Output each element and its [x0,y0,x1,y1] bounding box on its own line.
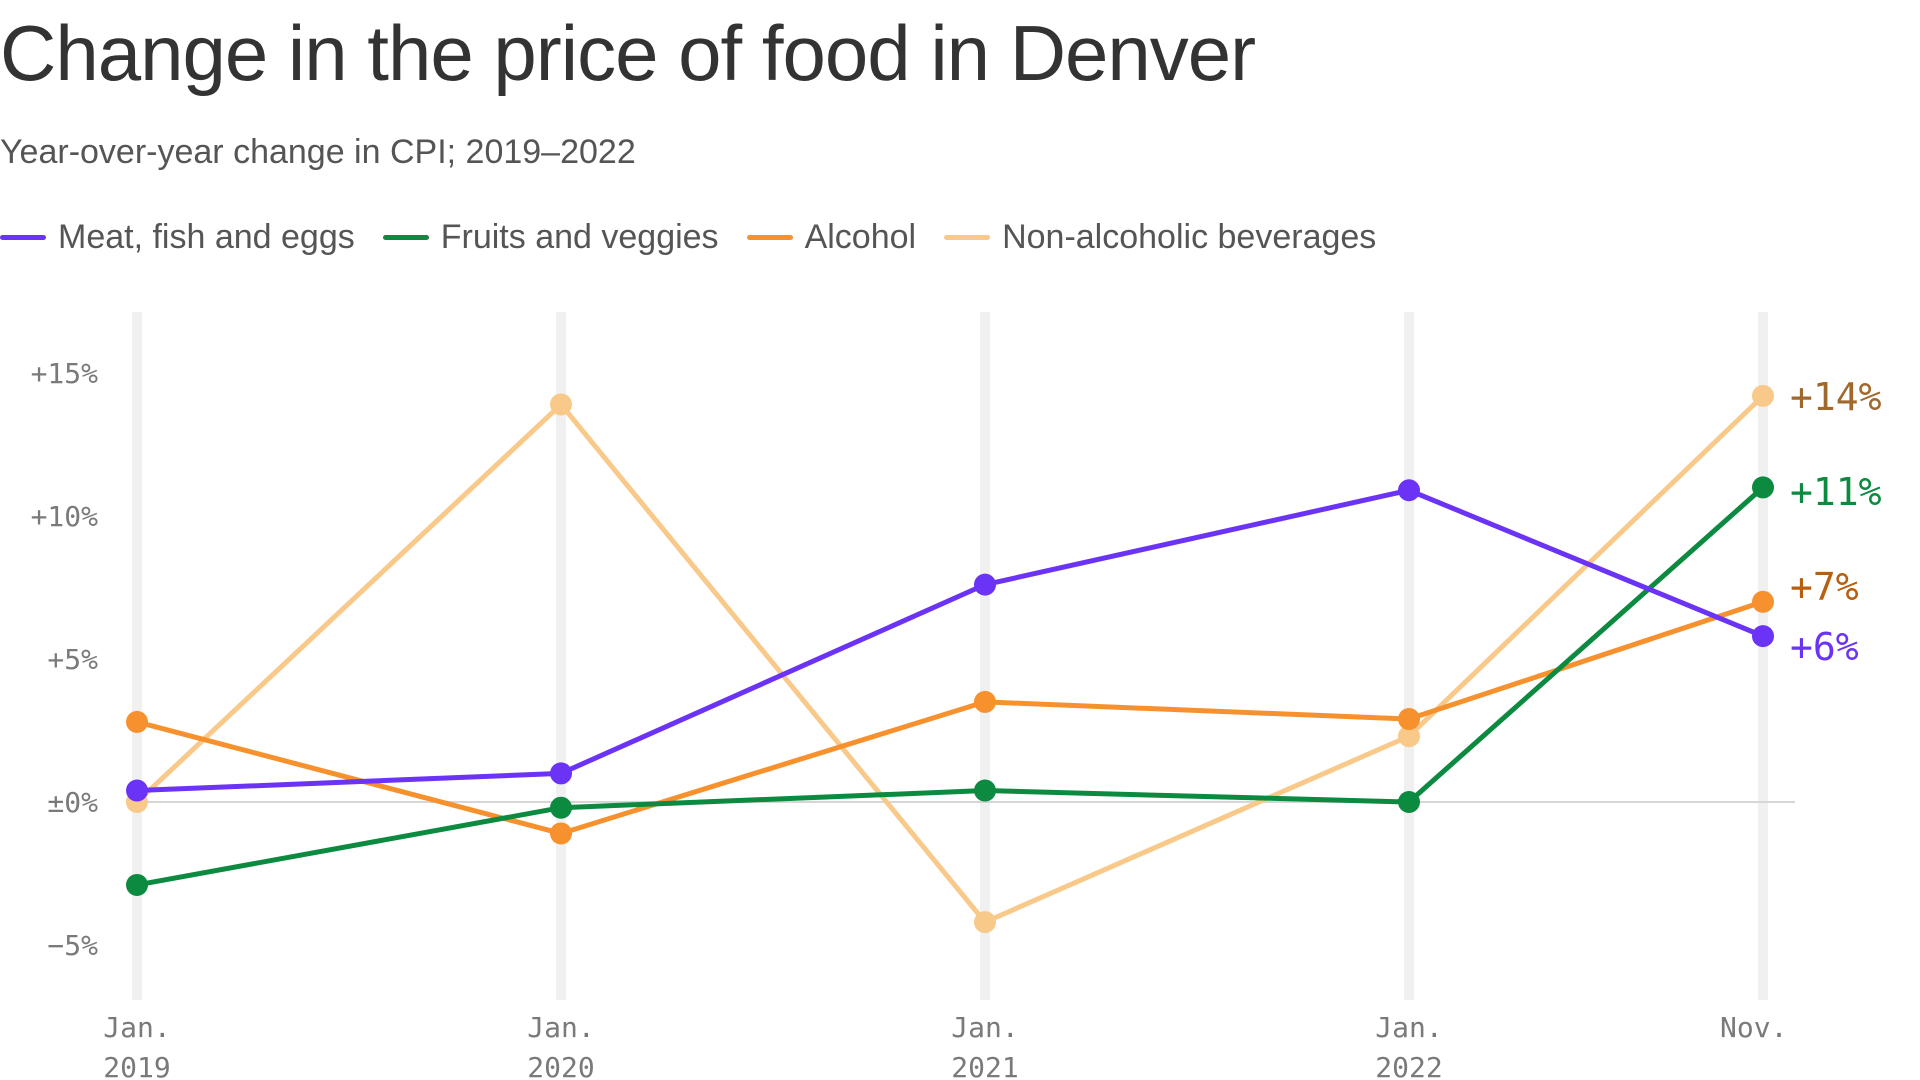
data-point-fruits-and-veggies [126,873,148,896]
end-label: +11% [1790,470,1882,514]
legend-item-meat: Meat, fish and eggs [0,218,355,257]
legend-item-alcohol: Alcohol [746,218,917,257]
x-tick-label-year: 2019 [103,1051,170,1080]
y-tick-label: +10% [31,500,99,533]
series-non-alcoholic-beverages [126,384,1774,934]
series-layer [126,384,1774,934]
y-tick-label: −5% [47,929,98,962]
x-tick-label: Jan. [951,1011,1018,1044]
data-point-meat-fish-and-eggs [1398,479,1420,502]
x-tick-label: Jan. [103,1011,170,1044]
legend-label-fruits: Fruits and veggies [440,218,719,256]
data-point-alcohol [1398,708,1420,731]
series-line-meat-fish-and-eggs [134,487,1766,794]
legend-label-nonalcoholic: Non-alcoholic beverages [1002,218,1377,256]
x-tick-label-year: 2021 [951,1051,1018,1080]
series-line-non-alcoholic-beverages [134,393,1766,925]
data-point-non-alcoholic-beverages [1752,384,1774,407]
y-axis: +15% +10% +5% ±0% −5% [31,357,99,962]
series-fruits-and-veggies [126,476,1774,896]
data-point-alcohol [550,822,572,845]
end-label: +7% [1790,565,1859,609]
legend-item-nonalcoholic: Non-alcoholic beverages [944,218,1376,257]
data-point-fruits-and-veggies [550,796,572,819]
series-alcohol [126,590,1774,845]
legend: Meat, fish and eggs Fruits and veggies A… [0,218,1376,257]
end-label: +14% [1790,375,1882,419]
series-line-alcohol [134,599,1766,836]
x-tick-label: Jan. [527,1011,594,1044]
data-point-non-alcoholic-beverages [1398,725,1420,748]
series-line-fruits-and-veggies [134,484,1766,888]
legend-swatch-nonalcoholic [944,235,991,240]
data-point-meat-fish-and-eggs [974,573,996,596]
end-label: +6% [1790,625,1859,669]
legend-label-alcohol: Alcohol [804,218,917,256]
data-point-non-alcoholic-beverages [550,393,572,416]
x-tick-label: Nov. [1720,1011,1787,1044]
data-point-fruits-and-veggies [1752,476,1774,499]
x-tick-label-year: 2022 [1375,1051,1442,1080]
y-tick-label: ±0% [47,786,98,819]
data-point-meat-fish-and-eggs [1752,625,1774,648]
legend-item-fruits: Fruits and veggies [382,218,719,257]
chart-subtitle: Year-over-year change in CPI; 2019–2022 [0,133,636,171]
series-meat-fish-and-eggs [126,479,1774,802]
data-point-meat-fish-and-eggs [126,779,148,802]
data-point-fruits-and-veggies [974,779,996,802]
data-point-alcohol [1752,590,1774,613]
x-tick-label: Jan. [1375,1011,1442,1044]
data-point-meat-fish-and-eggs [550,762,572,785]
data-point-alcohol [126,710,148,733]
x-tick-label-year: 2020 [527,1051,594,1080]
y-tick-label: +15% [31,357,99,390]
y-tick-label: +5% [47,643,98,676]
end-labels: +14% +7% +11% +6% [1790,375,1882,669]
chart-title: Change in the price of food in Denver [0,9,1256,97]
data-point-alcohol [974,690,996,713]
data-point-non-alcoholic-beverages [974,911,996,934]
legend-swatch-alcohol [746,235,793,240]
legend-label-meat: Meat, fish and eggs [58,218,355,256]
legend-swatch-meat [0,235,46,240]
x-axis: Jan. 2019 Jan. 2020 Jan. 2021 Jan. 2022 Nov. [103,1011,1787,1080]
legend-swatch-fruits [382,235,429,240]
data-point-fruits-and-veggies [1398,791,1420,813]
